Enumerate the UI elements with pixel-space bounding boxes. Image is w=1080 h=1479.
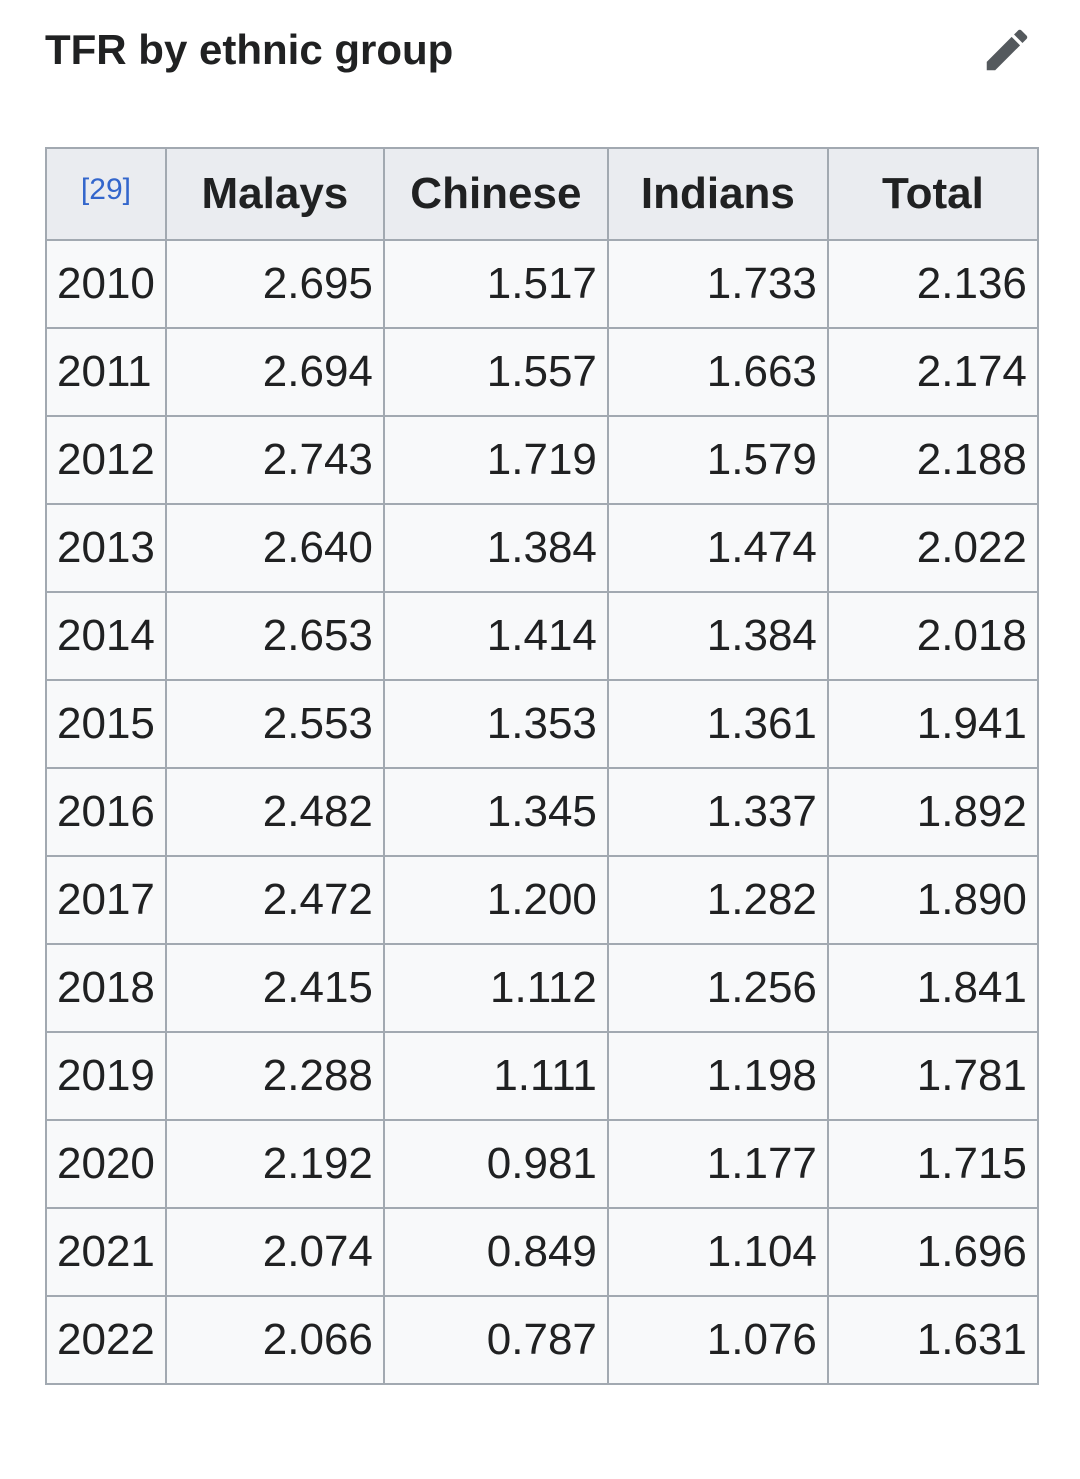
malays-value-cell: 2.695 (164, 239, 385, 329)
year-cell: 2015 (45, 679, 167, 769)
table-row: 2021 2.074 0.849 1.104 1.696 (45, 1207, 1039, 1297)
indians-value-cell: 1.384 (606, 591, 829, 681)
tfr-table: [29] Malays Chinese Indians Total 2010 2.… (45, 147, 1039, 1385)
total-value-cell: 2.022 (826, 503, 1039, 593)
total-value-cell: 1.715 (826, 1119, 1039, 1209)
table-row: 2014 2.653 1.414 1.384 2.018 (45, 591, 1039, 681)
column-header-chinese: Chinese (382, 147, 609, 241)
table-row: 2015 2.553 1.353 1.361 1.941 (45, 679, 1039, 769)
chinese-value-cell: 1.414 (382, 591, 609, 681)
column-header-malays: Malays (164, 147, 385, 241)
indians-value-cell: 1.337 (606, 767, 829, 857)
indians-value-cell: 1.474 (606, 503, 829, 593)
chinese-value-cell: 1.200 (382, 855, 609, 945)
total-value-cell: 1.890 (826, 855, 1039, 945)
total-value-cell: 1.631 (826, 1295, 1039, 1385)
reference-cell: [29] (45, 147, 167, 241)
malays-value-cell: 2.415 (164, 943, 385, 1033)
malays-value-cell: 2.653 (164, 591, 385, 681)
chinese-value-cell: 0.849 (382, 1207, 609, 1297)
chinese-value-cell: 1.112 (382, 943, 609, 1033)
total-value-cell: 1.841 (826, 943, 1039, 1033)
year-cell: 2022 (45, 1295, 167, 1385)
indians-value-cell: 1.361 (606, 679, 829, 769)
total-value-cell: 2.188 (826, 415, 1039, 505)
column-header-indians: Indians (606, 147, 829, 241)
year-cell: 2020 (45, 1119, 167, 1209)
citation-link[interactable]: [29] (80, 173, 131, 206)
chinese-value-cell: 1.345 (382, 767, 609, 857)
indians-value-cell: 1.579 (606, 415, 829, 505)
total-value-cell: 2.174 (826, 327, 1039, 417)
indians-value-cell: 1.733 (606, 239, 829, 329)
year-cell: 2019 (45, 1031, 167, 1121)
chinese-value-cell: 1.557 (382, 327, 609, 417)
table-row: 2010 2.695 1.517 1.733 2.136 (45, 239, 1039, 329)
table-row: 2016 2.482 1.345 1.337 1.892 (45, 767, 1039, 857)
indians-value-cell: 1.663 (606, 327, 829, 417)
table-body: 2010 2.695 1.517 1.733 2.136 2011 2.694 1.557 1.… (45, 239, 1039, 1385)
pencil-icon (986, 29, 1028, 71)
year-cell: 2014 (45, 591, 167, 681)
year-cell: 2012 (45, 415, 167, 505)
malays-value-cell: 2.553 (164, 679, 385, 769)
year-cell: 2016 (45, 767, 167, 857)
malays-value-cell: 2.192 (164, 1119, 385, 1209)
year-cell: 2010 (45, 239, 167, 329)
malays-value-cell: 2.694 (164, 327, 385, 417)
indians-value-cell: 1.198 (606, 1031, 829, 1121)
chinese-value-cell: 1.384 (382, 503, 609, 593)
total-value-cell: 1.781 (826, 1031, 1039, 1121)
total-value-cell: 2.136 (826, 239, 1039, 329)
chinese-value-cell: 0.787 (382, 1295, 609, 1385)
malays-value-cell: 2.472 (164, 855, 385, 945)
table-row: 2017 2.472 1.200 1.282 1.890 (45, 855, 1039, 945)
table-row: 2012 2.743 1.719 1.579 2.188 (45, 415, 1039, 505)
chinese-value-cell: 1.111 (382, 1031, 609, 1121)
chinese-value-cell: 1.517 (382, 239, 609, 329)
year-cell: 2013 (45, 503, 167, 593)
chinese-value-cell: 0.981 (382, 1119, 609, 1209)
year-cell: 2021 (45, 1207, 167, 1297)
year-cell: 2011 (45, 327, 167, 417)
total-value-cell: 1.892 (826, 767, 1039, 857)
table-header-row: [29] Malays Chinese Indians Total (45, 147, 1039, 241)
malays-value-cell: 2.288 (164, 1031, 385, 1121)
table-row: 2013 2.640 1.384 1.474 2.022 (45, 503, 1039, 593)
table-row: 2019 2.288 1.111 1.198 1.781 (45, 1031, 1039, 1121)
indians-value-cell: 1.076 (606, 1295, 829, 1385)
malays-value-cell: 2.640 (164, 503, 385, 593)
chinese-value-cell: 1.353 (382, 679, 609, 769)
malays-value-cell: 2.074 (164, 1207, 385, 1297)
indians-value-cell: 1.104 (606, 1207, 829, 1297)
total-value-cell: 1.696 (826, 1207, 1039, 1297)
chinese-value-cell: 1.719 (382, 415, 609, 505)
indians-value-cell: 1.256 (606, 943, 829, 1033)
column-header-total: Total (826, 147, 1039, 241)
edit-section-button[interactable] (977, 20, 1037, 80)
table-row: 2020 2.192 0.981 1.177 1.715 (45, 1119, 1039, 1209)
table-row: 2022 2.066 0.787 1.076 1.631 (45, 1295, 1039, 1385)
malays-value-cell: 2.066 (164, 1295, 385, 1385)
year-cell: 2018 (45, 943, 167, 1033)
table-row: 2018 2.415 1.112 1.256 1.841 (45, 943, 1039, 1033)
section-title: TFR by ethnic group (45, 26, 454, 73)
total-value-cell: 1.941 (826, 679, 1039, 769)
table-row: 2011 2.694 1.557 1.663 2.174 (45, 327, 1039, 417)
total-value-cell: 2.018 (826, 591, 1039, 681)
indians-value-cell: 1.177 (606, 1119, 829, 1209)
year-cell: 2017 (45, 855, 167, 945)
indians-value-cell: 1.282 (606, 855, 829, 945)
malays-value-cell: 2.743 (164, 415, 385, 505)
malays-value-cell: 2.482 (164, 767, 385, 857)
section-header: TFR by ethnic group (45, 0, 1037, 100)
